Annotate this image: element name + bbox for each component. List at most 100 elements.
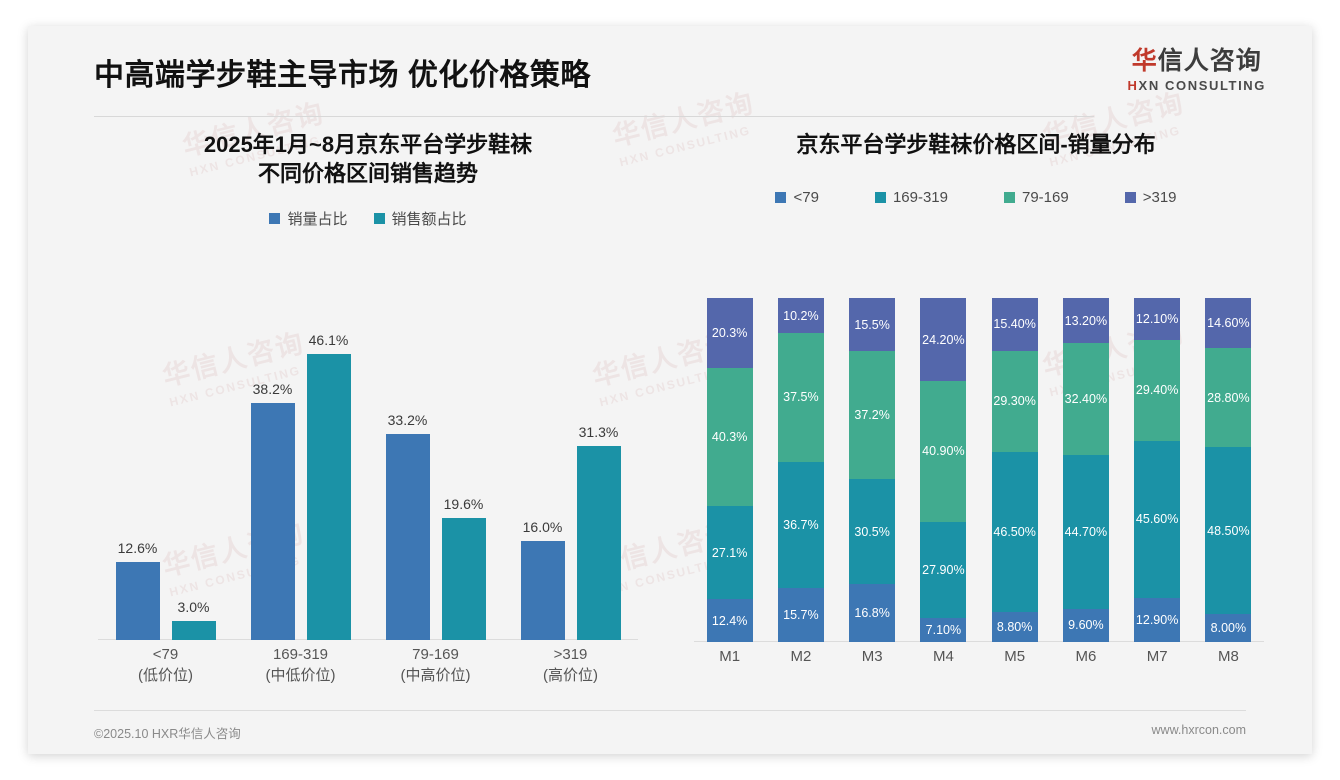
stack-segment[interactable]: 24.20% — [920, 298, 967, 382]
stack-segment-label: 14.60% — [1207, 316, 1250, 331]
stack-segment[interactable]: 12.4% — [706, 599, 753, 643]
stack-segment[interactable]: 20.3% — [706, 298, 753, 368]
bar-value-label: 31.3% — [578, 424, 619, 440]
stack-segment-label: 15.5% — [854, 317, 890, 332]
stacked-bar-column: 20.3% 40.3% 27.1% 12.4% — [694, 298, 765, 643]
stack-segment-label: 20.3% — [711, 325, 748, 340]
stack-segment[interactable]: 37.5% — [777, 333, 824, 462]
stack-segment[interactable]: 8.80% — [991, 611, 1038, 642]
bar-fill — [250, 403, 295, 640]
stack-segment[interactable]: 44.70% — [1062, 454, 1109, 609]
stack-segment[interactable]: 27.90% — [920, 521, 967, 618]
bar[interactable]: 3.0% — [171, 599, 216, 640]
stack-segment[interactable]: 14.60% — [1205, 298, 1252, 349]
stack-segment[interactable]: 15.5% — [849, 298, 896, 352]
stack-segment-label: 12.10% — [1135, 311, 1179, 326]
bar-fill — [306, 354, 351, 640]
stack-segment[interactable]: 40.3% — [706, 367, 753, 507]
stack-segment-label: 13.20% — [1064, 313, 1108, 328]
stack-segment[interactable]: 48.50% — [1205, 447, 1252, 615]
stack-segment-label: 15.7% — [783, 608, 819, 623]
stacked-bar: 15.5% 37.2% 30.5% 16.8% — [849, 298, 896, 642]
bar-fill — [576, 446, 621, 640]
slide-footer: ©2025.10 HXR华信人咨询 www.hxrcon.com — [28, 710, 1312, 754]
bar-fill — [171, 621, 216, 640]
stack-segment[interactable]: 37.2% — [849, 351, 896, 480]
legend-item[interactable]: 169-319 — [874, 189, 948, 207]
stacked-bar-column: 24.20% 40.90% 27.90% 7.10% — [908, 298, 979, 642]
stack-segment-label: 27.1% — [711, 545, 748, 560]
legend-item[interactable]: 79-169 — [1004, 189, 1069, 206]
footer-divider — [94, 710, 1246, 711]
bar[interactable]: 31.3% — [576, 424, 621, 640]
stack-segment-label: 37.5% — [783, 390, 819, 405]
stacked-bar-column: 15.5% 37.2% 30.5% 16.8% — [837, 298, 908, 642]
stack-segment[interactable]: 28.80% — [1205, 348, 1252, 448]
stack-segment-label: 40.90% — [922, 444, 965, 459]
stack-segment[interactable]: 29.30% — [991, 350, 1038, 452]
bar[interactable]: 12.6% — [115, 540, 160, 640]
stack-segment-label: 45.60% — [1135, 512, 1179, 527]
stacked-bar-chart: M1 M2 M3 M4 M5 M6 M7 M8 20.3% 40.3% 27.1% 12.4% 10.… — [694, 296, 1264, 682]
stack-segment[interactable]: 40.90% — [920, 381, 967, 522]
bar[interactable]: 38.2% — [250, 381, 295, 640]
stack-segment[interactable]: 9.60% — [1062, 608, 1109, 642]
stack-segment[interactable]: 7.10% — [920, 617, 967, 642]
legend-item[interactable]: 销售额占比 — [373, 208, 467, 229]
category-label-main: <79 — [152, 646, 179, 663]
legend-item[interactable]: 销量占比 — [269, 208, 348, 229]
stack-segment[interactable]: 16.8% — [849, 584, 896, 642]
bar[interactable]: 16.0% — [520, 519, 565, 640]
stack-segment-label: 8.00% — [1210, 620, 1247, 635]
stack-segment[interactable]: 10.2% — [777, 298, 824, 334]
stack-segment[interactable]: 13.20% — [1062, 298, 1109, 344]
stack-segment-label: 30.5% — [854, 524, 890, 539]
right-chart-title: 京东平台学步鞋袜价格区间-销量分布 — [676, 130, 1276, 159]
stack-segment[interactable]: 45.60% — [1134, 440, 1181, 598]
stack-segment-label: 44.70% — [1064, 524, 1108, 539]
stack-segment-label: 29.40% — [1135, 383, 1179, 398]
stacked-bar: 14.60% 28.80% 48.50% 8.00% — [1205, 298, 1252, 642]
stacked-bar-column: 14.60% 28.80% 48.50% 8.00% — [1193, 298, 1264, 642]
stack-segment[interactable]: 30.5% — [849, 479, 896, 585]
stack-segment[interactable]: 27.1% — [706, 506, 753, 600]
stack-segment[interactable]: 12.90% — [1134, 597, 1181, 642]
stack-segment[interactable]: 29.40% — [1134, 339, 1181, 441]
stack-segment[interactable]: 32.40% — [1062, 343, 1109, 455]
category-label-sub: (中低价位) — [265, 667, 336, 684]
stack-segment[interactable]: 46.50% — [991, 451, 1038, 612]
stacked-bar: 20.3% 40.3% 27.1% 12.4% — [706, 298, 753, 643]
legend-label: 169-319 — [892, 189, 948, 207]
legend-swatch-icon — [269, 213, 281, 225]
bar[interactable]: 33.2% — [385, 412, 430, 640]
stacked-bar: 13.20% 32.40% 44.70% 9.60% — [1062, 298, 1109, 642]
bar-fill — [441, 518, 486, 640]
left-chart-title: 2025年1月~8月京东平台学步鞋袜 不同价格区间销售趋势 — [68, 130, 668, 188]
category-label-main: 79-169 — [412, 646, 459, 663]
stack-segment[interactable]: 12.10% — [1134, 298, 1181, 340]
bar[interactable]: 19.6% — [441, 496, 486, 640]
stack-segment[interactable]: 15.7% — [777, 588, 824, 643]
category-label: M4 — [932, 648, 954, 665]
stack-segment-label: 9.60% — [1068, 618, 1104, 633]
stacked-bar: 12.10% 29.40% 45.60% 12.90% — [1134, 298, 1181, 642]
bar[interactable]: 46.1% — [306, 332, 351, 640]
bar-value-label: 19.6% — [443, 496, 484, 512]
category-label: M5 — [1004, 648, 1026, 665]
logo-chinese-red: 华 — [1131, 47, 1158, 75]
category-label-sub: (高价位) — [543, 667, 598, 684]
stack-segment-label: 29.30% — [993, 394, 1036, 409]
stack-segment[interactable]: 8.00% — [1205, 614, 1252, 642]
stack-segment[interactable]: 36.7% — [777, 461, 824, 589]
legend-item[interactable]: <79 — [775, 189, 819, 206]
stack-segment-label: 48.50% — [1207, 523, 1250, 538]
stack-segment[interactable]: 15.40% — [991, 298, 1038, 351]
legend-item[interactable]: >319 — [1124, 189, 1177, 206]
stacked-bar: 15.40% 29.30% 46.50% 8.80% — [991, 298, 1038, 642]
right-chart-panel: 京东平台学步鞋袜价格区间-销量分布 <79 169-319 79-169 >319 M… — [676, 130, 1276, 710]
stack-segment-label: 10.2% — [783, 308, 819, 323]
legend-label: 销量占比 — [287, 211, 348, 229]
footer-website[interactable]: www.hxrcon.com — [1151, 723, 1246, 737]
legend-swatch-icon — [874, 192, 886, 204]
stack-segment-label: 36.7% — [783, 518, 819, 532]
